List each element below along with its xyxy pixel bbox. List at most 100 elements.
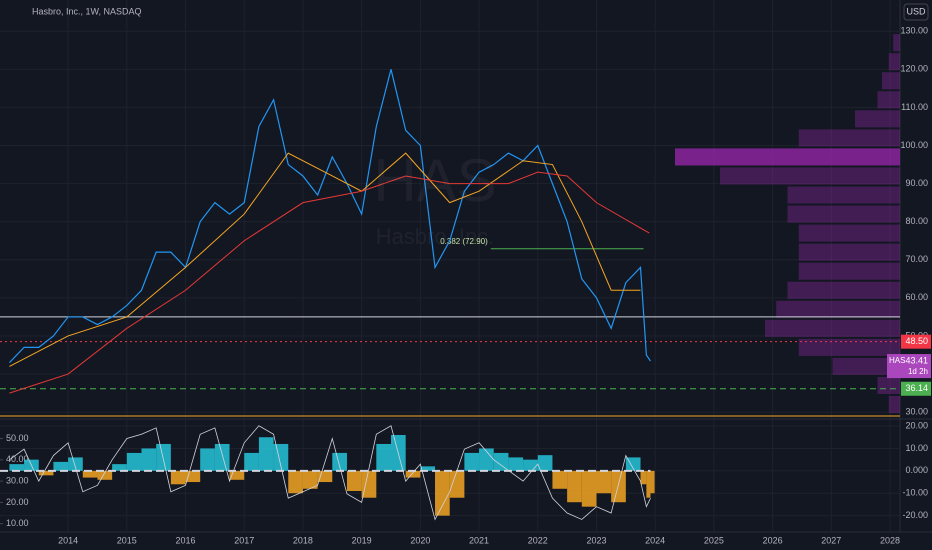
y-tick-label: 90.00 (905, 178, 928, 188)
x-tick-label: 2027 (821, 535, 841, 545)
oscillator-bar (420, 466, 436, 471)
oscillator-bar (640, 470, 647, 485)
volume-profile-bar (888, 396, 900, 414)
volume-profile-bar (720, 167, 900, 185)
y-tick-label: 30.00 (6, 475, 29, 485)
series-line (8, 69, 651, 364)
x-tick-label: 2017 (234, 535, 254, 545)
y2-tick-label: -10.00 (902, 488, 928, 498)
oscillator-bar (302, 470, 318, 489)
volume-profile-bar (776, 300, 900, 318)
oscillator-bar (214, 443, 230, 471)
x-tick-label: 2016 (176, 535, 196, 545)
last-price-tag (887, 354, 931, 379)
price-tag-label: 48.50 (905, 336, 928, 346)
oscillator-bar (97, 470, 113, 480)
oscillator-bar (464, 452, 480, 471)
volume-profile-bar (888, 53, 900, 71)
oscillator-bar (449, 470, 465, 498)
volume-profile-bar (882, 72, 900, 90)
oscillator-bar (625, 457, 641, 471)
oscillator-bar (156, 443, 171, 471)
y2-tick-label: 20.00 (905, 420, 928, 430)
volume-profile-bar (832, 357, 900, 375)
y-tick-label: 50.00 (6, 433, 29, 443)
x-tick-label: 2019 (352, 535, 372, 545)
oscillator-bar (141, 448, 157, 471)
oscillator-bar (650, 470, 655, 494)
y-tick-label: 100.00 (900, 140, 928, 150)
oscillator-bar (38, 470, 54, 476)
y2-tick-label: 0.000 (905, 465, 928, 475)
oscillator-bar (435, 470, 450, 516)
oscillator-bar (493, 452, 509, 471)
symbol-label: HAS (889, 356, 905, 365)
price-tag-label: 36.14 (905, 383, 928, 393)
oscillator-bar (185, 470, 201, 483)
y-tick-label: 80.00 (905, 216, 928, 226)
y-tick-label: 20.00 (6, 497, 29, 507)
oscillator-bar (596, 470, 612, 494)
oscillator-bar (53, 461, 69, 471)
volume-profile-bar (798, 129, 900, 147)
volume-profile-bar (877, 91, 900, 109)
volume-profile-bar (798, 338, 900, 356)
oscillator-bar (229, 470, 245, 480)
oscillator-bar (537, 455, 553, 471)
volume-profile-bar (855, 110, 900, 128)
y-tick-label: 60.00 (905, 292, 928, 302)
x-tick-label: 2028 (880, 535, 900, 545)
oscillator-bar (258, 437, 274, 471)
y-tick-label: 30.00 (905, 407, 928, 417)
volume-profile-bar (798, 262, 900, 280)
oscillator-bar (82, 470, 98, 478)
volume-profile-bar (787, 281, 900, 299)
price-tag (901, 334, 931, 349)
y2-tick-label: 10.00 (905, 443, 928, 453)
oscillator-bar (126, 452, 142, 471)
volume-profile-bar (675, 148, 900, 166)
series-line (9, 152, 641, 367)
chart-title: Hasbro, Inc., 1W, NASDAQ (32, 6, 142, 16)
x-tick-label: 2015 (117, 535, 137, 545)
y-tick-label: 120.00 (900, 64, 928, 74)
y-tick-label: 70.00 (905, 254, 928, 264)
oscillator-bar (244, 452, 259, 471)
x-tick-label: 2025 (704, 535, 724, 545)
oscillator-bar (581, 470, 597, 507)
oscillator-bar (112, 464, 127, 471)
volume-profile-bar (798, 224, 900, 242)
volume-profile-bar (765, 319, 900, 337)
y-tick-label: 130.00 (900, 26, 928, 36)
x-tick-label: 2014 (58, 535, 78, 545)
watermark: HAS (373, 147, 496, 214)
oscillator-bar (646, 470, 651, 498)
oscillator-bar (332, 452, 347, 471)
volume-profile-bar (893, 34, 900, 52)
oscillator-bar (346, 470, 362, 492)
y2-tick-label: -20.00 (902, 510, 928, 520)
oscillator-bar (479, 448, 494, 471)
oscillator-bar (317, 470, 333, 483)
currency-box[interactable] (903, 3, 929, 21)
x-tick-label: 2023 (586, 535, 606, 545)
volume-profile-bar (787, 186, 900, 204)
x-tick-label: 2026 (763, 535, 783, 545)
oscillator-bar (361, 470, 377, 498)
volume-profile-bar (787, 205, 900, 223)
oscillator-bar (9, 464, 25, 471)
oscillator-bar (288, 470, 303, 494)
oscillator-bar (611, 470, 626, 503)
oscillator-bar (405, 470, 421, 478)
volume-profile-bar (798, 243, 900, 261)
oscillator-bar (170, 470, 186, 485)
volume-profile-bar (877, 376, 900, 395)
fib-label: 0.382 (72.90) (440, 237, 488, 246)
currency[interactable]: USD (906, 6, 926, 16)
oscillator-bar (376, 443, 391, 471)
oscillator-bar (508, 457, 524, 471)
countdown: 1d 2h (908, 367, 928, 376)
x-tick-label: 2021 (469, 535, 489, 545)
